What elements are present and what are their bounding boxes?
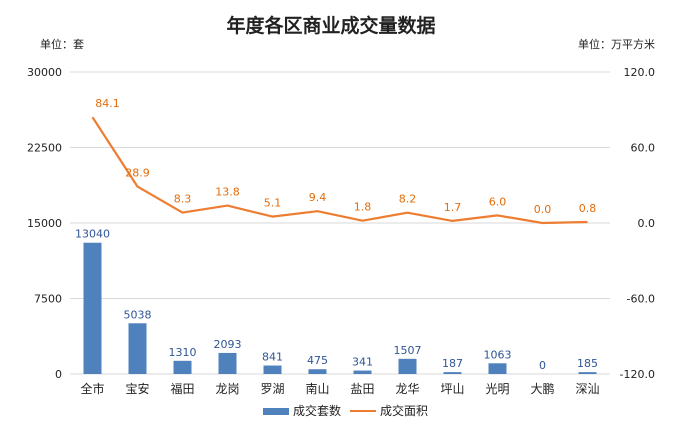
right-tick-label: -120.0: [620, 368, 655, 381]
legend-bar-label: 成交套数: [293, 403, 341, 418]
series-line: [91, 116, 588, 225]
bar-data-label: 5038: [124, 308, 152, 321]
line-data-label: 0.0: [534, 203, 552, 216]
left-tick-label: 22500: [27, 142, 62, 155]
line-data-label: 9.4: [309, 191, 327, 204]
bar: [308, 369, 327, 374]
line-series: [91, 116, 588, 225]
bar-data-label: 1063: [484, 348, 512, 361]
left-tick-label: 15000: [27, 217, 62, 230]
right-tick-label: -60.0: [627, 293, 655, 306]
legend-bar-swatch: [263, 408, 289, 415]
category-label: 龙华: [395, 382, 419, 396]
bar: [398, 358, 417, 374]
category-label: 深汕: [575, 382, 599, 396]
bar: [218, 352, 237, 374]
line-data-label: 8.2: [399, 193, 417, 206]
bar: [443, 372, 462, 374]
category-label: 福田: [170, 381, 194, 396]
bar-data-labels: 13040 5038 1310 2093 841 475 341 1507 187 1063 0 18…: [75, 228, 598, 372]
bar-series: [83, 242, 597, 374]
category-label: 全市: [80, 381, 104, 396]
right-tick-label: 0.0: [638, 217, 656, 230]
right-tick-label: 120.0: [624, 66, 656, 79]
category-label: 罗湖: [260, 381, 284, 396]
line-data-label: 0.8: [579, 202, 597, 215]
bar: [128, 323, 147, 374]
left-tick-label: 0: [55, 368, 62, 381]
category-labels: 全市 宝安 福田 龙岗 罗湖 南山 盐田 龙华 坪山 光明 大鹏 深汕: [80, 381, 599, 396]
category-label: 大鹏: [530, 382, 554, 396]
bar-data-label: 1507: [394, 344, 422, 357]
bar-data-label: 187: [442, 357, 463, 370]
bar-data-label: 841: [262, 351, 283, 364]
bar: [263, 365, 282, 374]
bar-data-label: 2093: [214, 338, 242, 351]
bar-data-label: 341: [352, 356, 373, 369]
bar-data-label: 1310: [169, 346, 197, 359]
chart-title: 年度各区商业成交量数据: [226, 14, 435, 37]
bar-data-label: 475: [307, 354, 328, 367]
line-data-label: 28.9: [125, 167, 150, 180]
bar-data-label: 13040: [75, 228, 110, 241]
line-data-label: 13.8: [215, 186, 240, 199]
legend-line-label: 成交面积: [380, 403, 428, 418]
category-label: 坪山: [440, 382, 464, 396]
category-label: 南山: [305, 381, 329, 396]
legend: 成交套数 成交面积: [263, 403, 428, 418]
line-data-label: 84.1: [95, 97, 120, 110]
left-tick-label: 30000: [27, 66, 62, 79]
line-data-labels: 84.1 28.9 8.3 13.8 5.1 9.4 1.8 8.2 1.7 6.0 0.0 0.8: [95, 97, 596, 216]
category-label: 龙岗: [215, 382, 239, 396]
gridlines: [70, 71, 610, 375]
bar: [173, 360, 192, 374]
bar-data-label: 185: [577, 357, 598, 370]
line-data-label: 1.8: [354, 201, 372, 214]
right-unit-label: 单位：万平方米: [578, 37, 655, 51]
left-unit-label: 单位：套: [40, 37, 84, 51]
category-label: 盐田: [350, 382, 374, 396]
line-data-label: 8.3: [174, 193, 192, 206]
line-data-label: 6.0: [489, 195, 507, 208]
left-tick-label: 7500: [34, 293, 62, 306]
right-axis-ticks: -120.0 -60.0 0.0 60.0 120.0: [620, 66, 655, 381]
bar: [488, 363, 507, 374]
bar: [83, 242, 102, 374]
line-data-label: 1.7: [444, 201, 462, 214]
right-tick-label: 60.0: [631, 142, 656, 155]
left-axis-ticks: 0 7500 15000 22500 30000: [27, 66, 62, 381]
line-data-label: 5.1: [264, 197, 282, 210]
category-label: 宝安: [125, 381, 149, 396]
bar: [353, 370, 372, 374]
category-label: 光明: [485, 382, 509, 396]
bar: [578, 372, 597, 374]
bar-data-label: 0: [539, 359, 546, 372]
